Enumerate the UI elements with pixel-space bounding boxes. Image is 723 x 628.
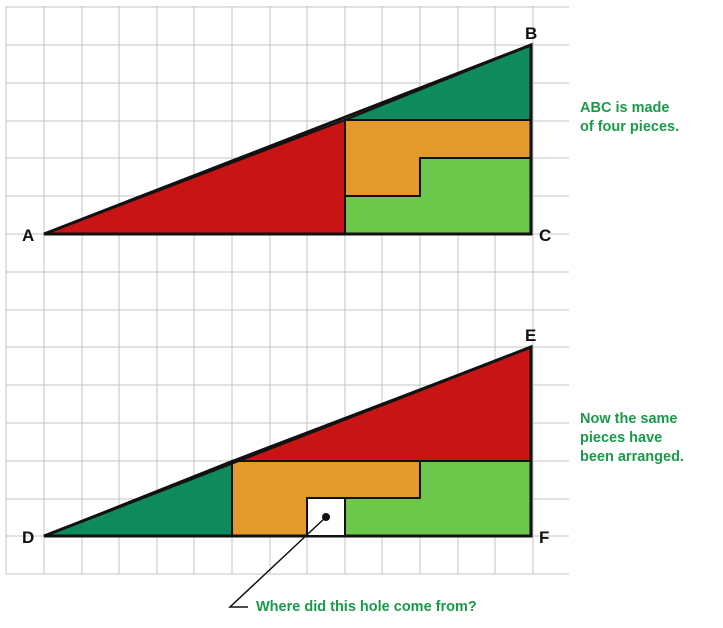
note-abc-four-pieces: ABC is made of four pieces. — [580, 99, 679, 137]
triangle-def-outline — [43, 344, 533, 538]
vertex-label-b: B — [525, 24, 537, 43]
vertex-label-e: E — [525, 326, 536, 345]
note-line: of four pieces. — [580, 119, 680, 135]
callout-hole-question: Where did this hole come from? — [256, 599, 477, 615]
callout-pointer-line — [228, 516, 327, 608]
vertex-label-a: A — [22, 226, 34, 245]
note-rearranged: Now the same pieces have been arranged. — [580, 410, 684, 467]
vertex-label-d: D — [22, 528, 34, 547]
vertex-label-f: F — [539, 528, 549, 547]
triangle-def: D E F — [22, 326, 549, 547]
note-line: Now the same — [580, 411, 678, 427]
note-line: pieces have — [580, 430, 663, 446]
note-line: been arranged. — [580, 449, 684, 465]
note-line: ABC is made — [580, 100, 670, 116]
triangle-abc-outline — [43, 42, 533, 236]
vertex-label-c: C — [539, 226, 551, 245]
triangle-abc: A B C — [22, 24, 551, 245]
